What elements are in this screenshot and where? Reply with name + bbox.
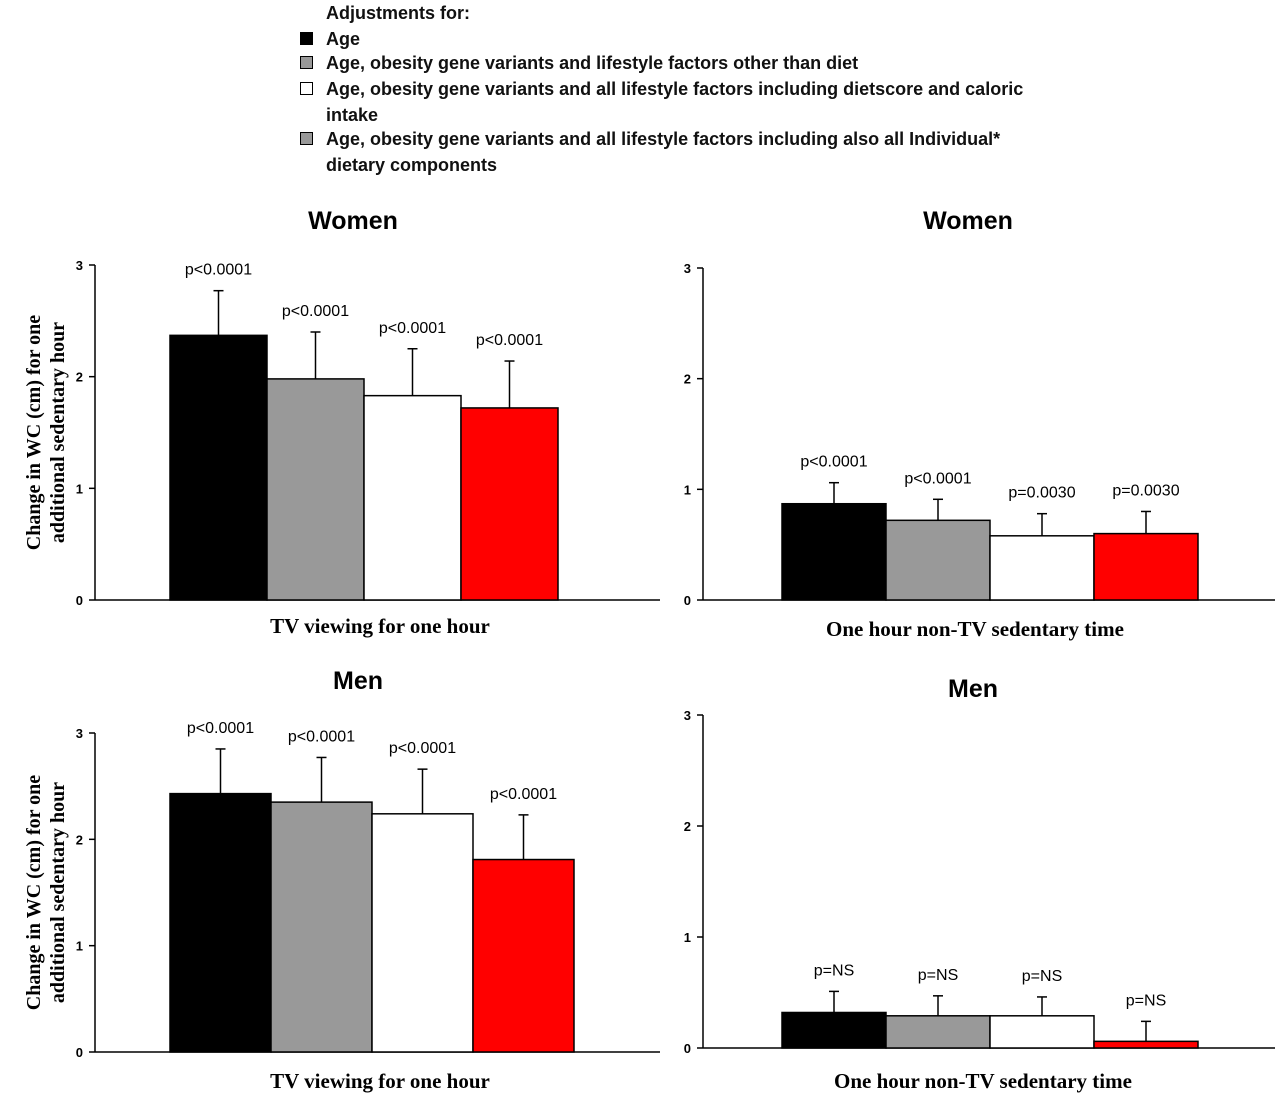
p-value-label: p<0.0001 xyxy=(185,262,252,279)
y-tick-label: 1 xyxy=(684,930,691,945)
y-tick-label: 2 xyxy=(76,370,83,385)
bar xyxy=(270,801,373,1053)
bar xyxy=(472,858,575,1053)
x-axis-label: One hour non-TV sedentary time xyxy=(826,617,1124,641)
bar xyxy=(781,502,887,601)
y-tick-label: 0 xyxy=(684,593,691,608)
legend-swatch-gray-2 xyxy=(300,132,313,145)
bar xyxy=(363,394,462,601)
y-tick-label: 1 xyxy=(684,482,691,497)
y-tick-label: 3 xyxy=(684,261,691,276)
y-tick-label: 1 xyxy=(76,481,83,496)
p-value-label: p<0.0001 xyxy=(379,320,446,337)
y-axis-label: Change in WC (cm) for one additional sede… xyxy=(23,775,69,1010)
bar xyxy=(989,535,1095,601)
bar xyxy=(371,813,474,1053)
y-tick-label: 1 xyxy=(76,939,83,954)
p-value-label: p<0.0001 xyxy=(800,454,867,471)
panel-men-non-tv: Men One hour non-TV sedentary time 0 1 2 3 p=N… xyxy=(684,675,1275,1093)
legend-label: Age, obesity gene variants and lifestyle… xyxy=(326,53,859,73)
p-value-label: p=NS xyxy=(918,967,958,984)
y-tick-label: 3 xyxy=(684,708,691,723)
y-axis-label-line-1: Change in WC (cm) for one xyxy=(23,315,45,550)
bar xyxy=(266,378,365,601)
bar xyxy=(1093,1040,1199,1049)
panel-title: Women xyxy=(923,207,1013,235)
y-tick-label: 2 xyxy=(684,372,691,387)
bar xyxy=(885,1015,991,1049)
p-value-label: p<0.0001 xyxy=(288,728,355,745)
bar xyxy=(169,334,268,601)
bar xyxy=(460,407,559,601)
bar xyxy=(781,1011,887,1049)
panel-women-non-tv: Women One hour non-TV sedentary time 0 1 2 3 p… xyxy=(684,207,1275,641)
p-value-label: p=0.0030 xyxy=(1112,482,1179,499)
y-tick-label: 2 xyxy=(684,819,691,834)
p-value-label: p=0.0030 xyxy=(1008,485,1075,502)
y-tick-label: 0 xyxy=(684,1041,691,1056)
bar xyxy=(885,519,991,601)
legend-swatch-gray xyxy=(300,56,313,69)
legend-label: Age, obesity gene variants and all lifes… xyxy=(326,129,1001,175)
panel-title: Women xyxy=(308,207,398,235)
p-value-label: p=NS xyxy=(1126,992,1166,1009)
y-tick-label: 3 xyxy=(76,258,83,273)
p-value-label: p<0.0001 xyxy=(187,720,254,737)
p-value-label: p<0.0001 xyxy=(904,470,971,487)
legend-swatch-black xyxy=(300,32,313,45)
y-tick-label: 2 xyxy=(76,832,83,847)
legend-label: Age, obesity gene variants and all lifes… xyxy=(326,79,1024,125)
y-tick-label: 0 xyxy=(76,593,83,608)
panel-title: Men xyxy=(333,667,383,695)
y-axis-label-line-1: Change in WC (cm) for one xyxy=(23,775,45,1010)
p-value-label: p<0.0001 xyxy=(490,786,557,803)
x-axis-label: TV viewing for one hour xyxy=(270,1069,490,1093)
x-axis-label: One hour non-TV sedentary time xyxy=(834,1069,1132,1093)
legend-swatch-white xyxy=(300,82,313,95)
x-axis-label: TV viewing for one hour xyxy=(270,614,490,638)
y-axis-label: Change in WC (cm) for one additional sede… xyxy=(23,315,69,550)
p-value-label: p<0.0001 xyxy=(282,303,349,320)
p-value-label: p<0.0001 xyxy=(389,740,456,757)
legend-label: Age xyxy=(326,29,361,49)
y-tick-label: 0 xyxy=(76,1045,83,1060)
p-value-label: p=NS xyxy=(1022,968,1062,985)
bar xyxy=(169,792,272,1053)
bar xyxy=(989,1015,1095,1049)
panel-title: Men xyxy=(948,675,998,703)
y-axis-label-line-2: additional sedentary hour xyxy=(47,322,69,543)
panel-men-tv: Men TV viewing for one hour Change in WC (… xyxy=(23,667,660,1093)
y-tick-label: 3 xyxy=(76,726,83,741)
p-value-label: p=NS xyxy=(814,962,854,979)
legend-title: Adjustments for: xyxy=(326,3,470,23)
panel-women-tv: Women TV viewing for one hour Change in WC… xyxy=(23,207,660,638)
y-axis-label-line-2: additional sedentary hour xyxy=(47,782,69,1003)
bar xyxy=(1093,532,1199,601)
p-value-label: p<0.0001 xyxy=(476,332,543,349)
